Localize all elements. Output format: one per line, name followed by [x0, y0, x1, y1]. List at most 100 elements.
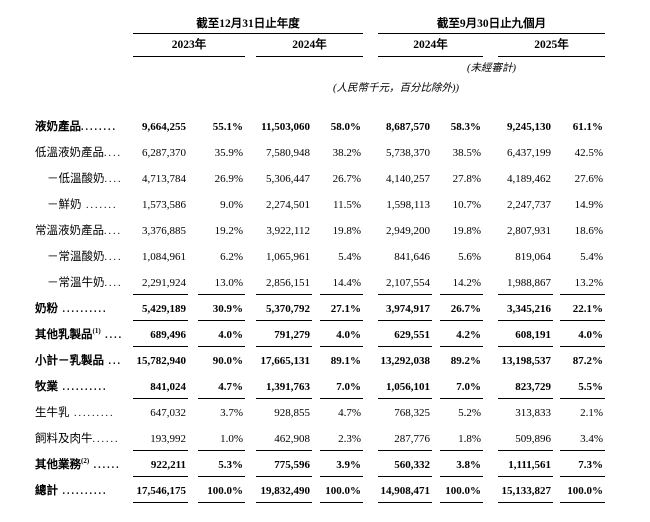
cell-amount: 5,738,370 — [386, 147, 430, 159]
cell-amount: 17,546,175 — [133, 484, 188, 503]
cell-amount: 5,306,447 — [266, 173, 310, 185]
cell-amount: 768,325 — [394, 407, 430, 419]
table-row: 生牛乳 ......... 647,032 3.7% 928,855 4.7% 768,3… — [0, 406, 650, 432]
cell-percentage: 2.3% — [320, 432, 363, 451]
row-label-text: 低溫液奶產品 — [35, 147, 104, 159]
year-column-header-2023: 2023年 — [133, 39, 245, 57]
cell-amount: 3,345,216 — [498, 302, 553, 321]
cell-amount: 819,064 — [515, 251, 551, 263]
cell-percentage: 38.5% — [452, 147, 481, 159]
cell-percentage: 14.4% — [320, 276, 363, 295]
cell-amount: 11,503,060 — [261, 121, 310, 133]
cell-amount: 2,107,554 — [378, 276, 432, 295]
row-label: 常溫液奶產品.... — [0, 224, 133, 242]
period-header-nine-months: 截至9月30日止九個月 — [378, 17, 605, 34]
cell-percentage: 100.0% — [198, 484, 245, 503]
cell-amount: 647,032 — [150, 407, 186, 419]
leader-dots: .......... — [58, 304, 108, 315]
cell-amount: 313,833 — [515, 407, 551, 419]
row-label-text: 牧業 — [35, 381, 58, 393]
row-label: 牧業 .......... — [0, 380, 133, 398]
cell-percentage: 5.3% — [198, 458, 245, 477]
cell-percentage: 89.1% — [330, 355, 361, 367]
table-row: 其他乳製品(1) .... 689,496 4.0% 791,279 4.0% 629,5… — [0, 328, 650, 354]
cell-percentage: 5.6% — [458, 251, 481, 263]
cell-amount: 775,596 — [256, 458, 312, 477]
cell-percentage: 90.0% — [212, 355, 243, 367]
row-label-text: 其他業務 — [35, 459, 81, 471]
cell-percentage: 5.2% — [458, 407, 481, 419]
table-row: －常溫牛奶.... 2,291,924 13.0% 2,856,151 14.4% 2,1… — [0, 276, 650, 302]
row-label: 小計－乳製品 ... — [0, 354, 133, 372]
row-label-text: －常溫牛奶 — [47, 277, 105, 289]
cell-amount: 841,024 — [133, 380, 188, 399]
table-row: 牧業 .......... 841,024 4.7% 1,391,763 7.0% 1,0… — [0, 380, 650, 406]
cell-percentage: 4.7% — [198, 380, 245, 399]
cell-amount: 689,496 — [133, 328, 188, 347]
cell-amount: 2,274,501 — [266, 199, 310, 211]
cell-percentage: 3.4% — [560, 432, 605, 451]
revenue-breakdown-table: 液奶產品........ 9,664,255 55.1% 11,503,060 58.0… — [0, 120, 650, 510]
leader-dots: .......... — [58, 486, 108, 497]
table-row: 總計 .......... 17,546,175 100.0% 19,832,490 1… — [0, 484, 650, 510]
row-label-text: －鮮奶 — [47, 199, 82, 211]
cell-amount: 287,776 — [378, 432, 432, 451]
leader-dots: .... — [100, 330, 124, 341]
cell-amount: 13,198,537 — [501, 355, 552, 367]
cell-percentage: 38.2% — [332, 147, 361, 159]
cell-percentage: 87.2% — [572, 355, 603, 367]
cell-percentage: 18.6% — [574, 225, 603, 237]
cell-amount: 1,573,586 — [142, 199, 186, 211]
cell-amount: 509,896 — [498, 432, 553, 451]
cell-percentage: 13.2% — [560, 276, 605, 295]
cell-amount: 15,133,827 — [498, 484, 553, 503]
table-row: 奶粉 .......... 5,429,189 30.9% 5,370,792 27.1… — [0, 302, 650, 328]
row-label: －常溫酸奶.... — [0, 250, 133, 268]
row-label-text: 總計 — [35, 485, 58, 497]
leader-dots: ......... — [69, 408, 115, 419]
cell-percentage: 6.2% — [220, 251, 243, 263]
table-row: －低溫酸奶.... 4,713,784 26.9% 5,306,447 26.7% 4,1… — [0, 172, 650, 198]
row-label-text: －低溫酸奶 — [47, 173, 105, 185]
cell-percentage: 26.7% — [440, 302, 483, 321]
cell-percentage: 10.7% — [452, 199, 481, 211]
row-label-text: 生牛乳 — [35, 407, 70, 419]
leader-dots: .... — [104, 148, 122, 159]
cell-amount: 560,332 — [378, 458, 432, 477]
cell-amount: 928,855 — [274, 407, 310, 419]
cell-percentage: 1.8% — [440, 432, 483, 451]
cell-percentage: 4.0% — [560, 328, 605, 347]
cell-amount: 2,291,924 — [133, 276, 188, 295]
cell-percentage: 13.0% — [198, 276, 245, 295]
cell-percentage: 58.3% — [450, 121, 481, 133]
row-label-text: －常溫酸奶 — [47, 251, 105, 263]
cell-amount: 4,189,462 — [507, 173, 551, 185]
cell-amount: 13,292,038 — [380, 355, 431, 367]
leader-dots: ....... — [81, 200, 118, 211]
year-column-header-2025-9m: 2025年 — [498, 39, 605, 57]
cell-amount: 629,551 — [378, 328, 432, 347]
cell-amount: 193,992 — [133, 432, 188, 451]
cell-amount: 19,832,490 — [256, 484, 312, 503]
leader-dots: ... — [104, 356, 122, 367]
table-row: 低溫液奶產品.... 6,287,370 35.9% 7,580,948 38.2% 5,… — [0, 146, 650, 172]
table-row: －常溫酸奶.... 1,084,961 6.2% 1,065,961 5.4% 841,6… — [0, 250, 650, 276]
leader-dots: .... — [104, 226, 122, 237]
row-label-text: 其他乳製品 — [35, 329, 93, 341]
row-label: －常溫牛奶.... — [0, 276, 133, 294]
cell-percentage: 26.7% — [332, 173, 361, 185]
cell-percentage: 19.2% — [214, 225, 243, 237]
cell-percentage: 100.0% — [440, 484, 483, 503]
cell-percentage: 58.0% — [330, 121, 361, 133]
cell-amount: 1,391,763 — [256, 380, 312, 399]
cell-amount: 2,247,737 — [507, 199, 551, 211]
cell-amount: 462,908 — [256, 432, 312, 451]
cell-percentage: 5.4% — [580, 251, 603, 263]
row-label: －鮮奶 ....... — [0, 198, 133, 216]
cell-amount: 1,084,961 — [142, 251, 186, 263]
cell-amount: 15,782,940 — [136, 355, 187, 367]
cell-percentage: 100.0% — [560, 484, 605, 503]
leader-dots: ...... — [92, 434, 120, 445]
cell-amount: 922,211 — [133, 458, 188, 477]
cell-amount: 608,191 — [498, 328, 553, 347]
